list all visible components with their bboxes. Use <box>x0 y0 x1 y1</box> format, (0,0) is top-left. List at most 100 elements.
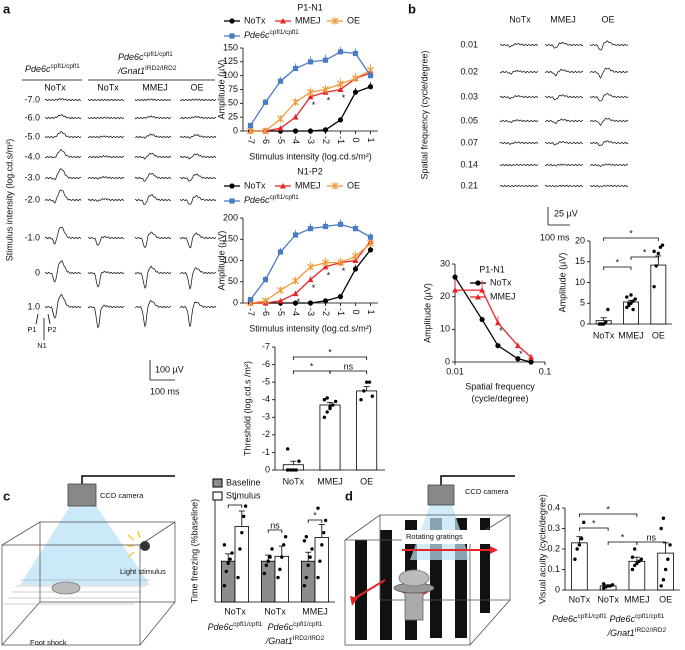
genotype-label-part: Pde6c <box>268 622 294 632</box>
erg-trace <box>499 42 539 48</box>
y-tick-label: 150 <box>223 42 238 52</box>
data-point <box>322 530 326 535</box>
marker <box>292 65 299 72</box>
genotype-label: /Gnat1IRD2/IRD2 <box>607 627 667 638</box>
significance-bracket <box>292 370 331 374</box>
y-axis-title: Amplitude (µV) <box>216 60 226 120</box>
significance-bracket <box>607 541 638 545</box>
data-point <box>325 396 329 400</box>
legend-label-part: Pde6c <box>244 195 270 205</box>
erg-trace <box>179 134 217 139</box>
data-point <box>222 583 227 588</box>
y-tick-label: 0 <box>555 584 560 594</box>
genotype-label-part: Pde6c <box>118 52 144 62</box>
significance: * <box>327 270 331 280</box>
genotype-label: Pde6ccpfl1/cpfl1 <box>552 613 607 624</box>
panel-letter: d <box>345 488 353 503</box>
genotype-label-part: /Gnat1 <box>607 628 635 638</box>
y-tick-label: 0 <box>233 297 238 307</box>
data-point <box>610 583 615 587</box>
significance-bracket <box>292 356 368 360</box>
data-point <box>323 518 328 523</box>
data-point <box>222 543 227 547</box>
data-point <box>577 543 582 547</box>
significance-bracket <box>603 237 659 241</box>
bar <box>234 526 250 603</box>
data-point <box>316 575 320 580</box>
marker <box>292 114 299 120</box>
y-tick-label: -2 <box>262 429 270 439</box>
data-point <box>631 307 635 312</box>
marker <box>367 234 374 240</box>
frequency-label: 0.01 <box>460 39 478 49</box>
data-point <box>304 575 308 580</box>
data-point <box>606 307 610 312</box>
legend-label-part: cpfl1/cpfl1 <box>270 194 300 201</box>
marker <box>479 316 485 323</box>
erg-trace <box>589 163 629 168</box>
x-tick-label: -5 <box>276 308 286 316</box>
data-point <box>242 514 246 519</box>
data-point <box>635 561 639 566</box>
data-point <box>652 249 656 254</box>
erg-trace <box>179 232 217 249</box>
erg-trace <box>44 148 82 159</box>
significance: * <box>342 93 346 103</box>
y-tick-label: -1 <box>262 447 270 457</box>
data-point <box>630 555 635 559</box>
erg-trace <box>544 118 584 124</box>
y-axis-title: Time freezing (%baseline) <box>189 499 199 603</box>
x-tick-label: -4 <box>291 136 301 144</box>
intensity-label: -3.0 <box>24 172 40 182</box>
frequency-label: 0.07 <box>460 137 478 147</box>
marker <box>475 294 481 300</box>
bar <box>300 560 316 603</box>
y-tick-label: 0.4 <box>547 502 560 512</box>
axis-title: Stimulus intensity (log.cd.s/m²) <box>4 139 14 262</box>
significance-bracket <box>267 529 283 533</box>
y-axis-title: Amplitude (µV) <box>216 231 226 291</box>
data-point <box>625 295 629 299</box>
diagram-label: Rotating gratings <box>406 532 463 541</box>
data-point <box>629 293 633 297</box>
peak-label: N1 <box>37 341 47 350</box>
marker <box>262 277 269 283</box>
marker <box>292 277 299 285</box>
genotype-label-part: /Gnat1 <box>265 636 293 646</box>
legend-label: MMEJ <box>295 15 321 25</box>
erg-trace <box>87 176 125 180</box>
x-tick-label: NoTx <box>597 594 619 604</box>
column-label: MMEJ <box>550 14 576 24</box>
data-point <box>322 398 327 402</box>
erg-trace <box>589 184 629 188</box>
data-point <box>573 557 577 561</box>
marker <box>277 297 284 304</box>
marker <box>367 240 374 247</box>
genotype-label: Pde6ccpfl1/cpfl1 <box>118 51 173 62</box>
significance-bracket <box>603 266 632 270</box>
light-cone <box>20 506 150 585</box>
data-point <box>302 539 307 543</box>
legend-label: OE <box>347 180 360 190</box>
x-tick-label: -6 <box>261 136 271 144</box>
erg-trace <box>544 184 584 188</box>
genotype-label-part: cpfl1/cpfl1 <box>293 621 323 628</box>
legend-label: Pde6ccpfl1/cpfl1 <box>244 194 299 205</box>
frequency-label: 0.14 <box>460 159 478 169</box>
significance: * <box>328 347 332 357</box>
y-tick-label: -5 <box>262 377 270 387</box>
data-point <box>285 468 290 472</box>
data-point <box>656 251 661 256</box>
erg-trace <box>87 135 125 139</box>
data-point <box>291 468 296 472</box>
data-point <box>660 243 665 247</box>
significance-bracket <box>329 370 368 374</box>
genotype-label-part: cpfl1/cpfl1 <box>635 613 665 620</box>
data-point <box>294 468 298 472</box>
data-point <box>659 584 663 588</box>
chart-title: P1-N1 <box>297 2 323 12</box>
data-point <box>370 394 375 398</box>
marker <box>280 183 286 189</box>
legend-label: NoTx <box>244 15 266 25</box>
y-axis-title: Amplitude (µV) <box>422 283 432 343</box>
